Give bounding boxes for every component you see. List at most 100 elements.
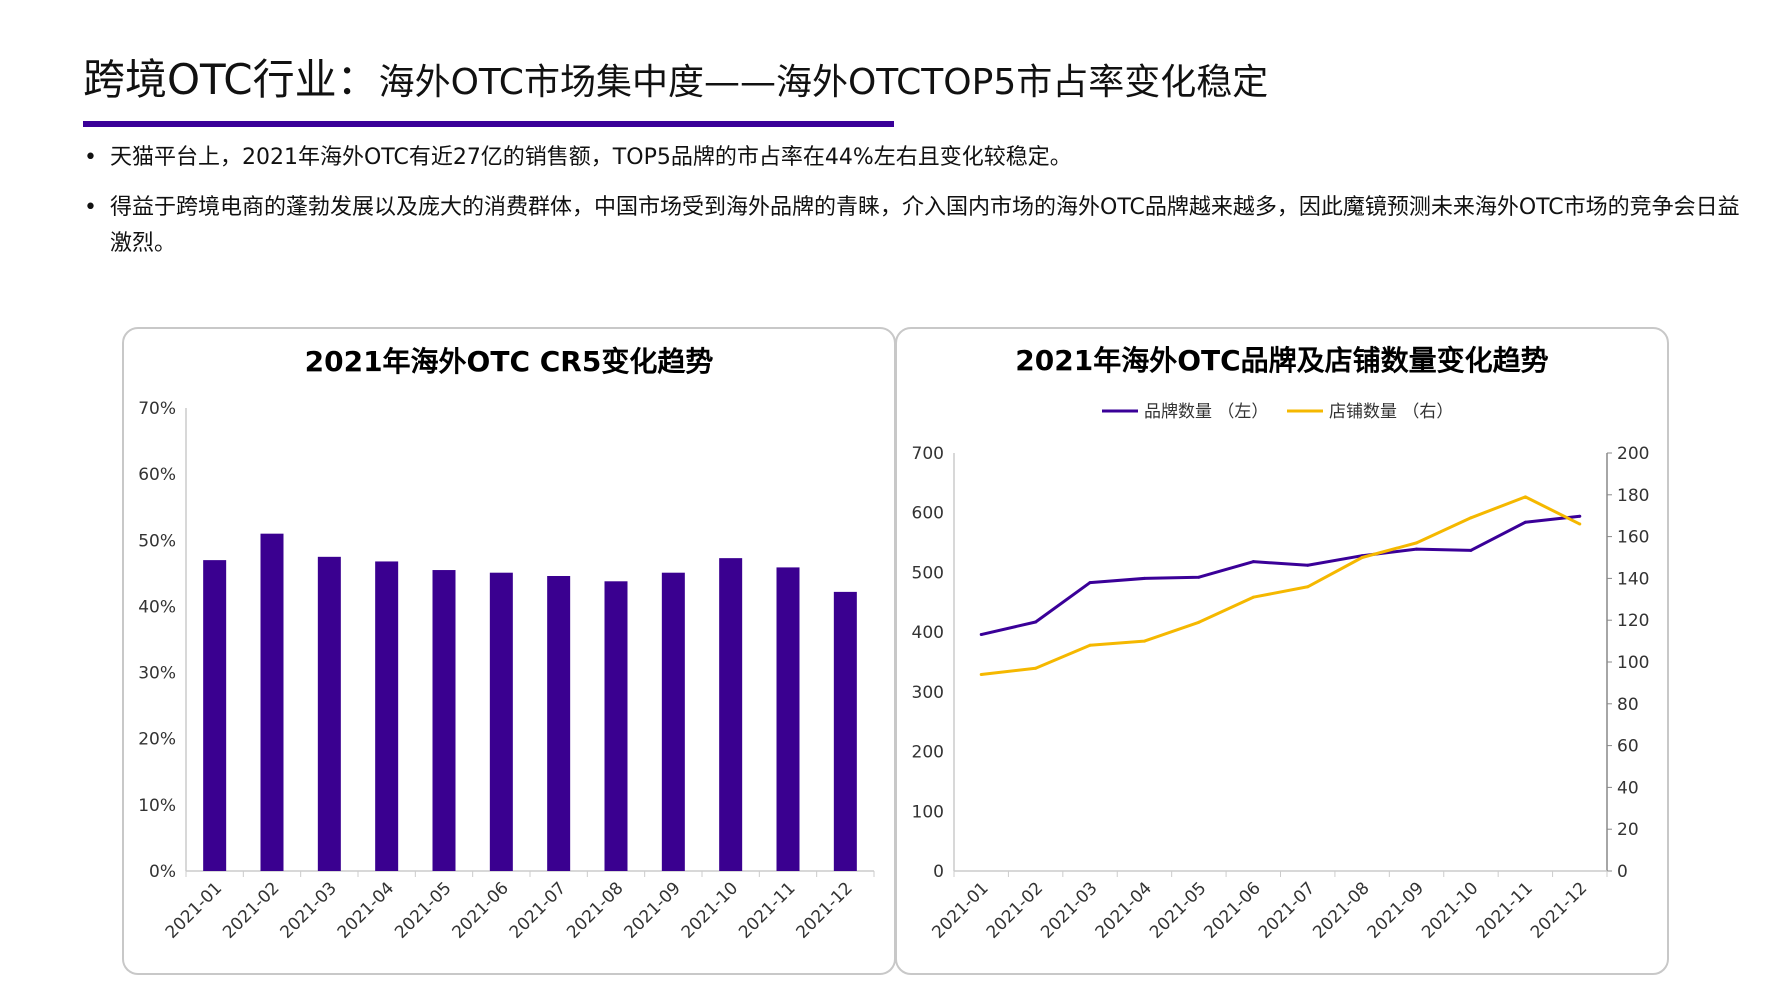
x-tick-label: 2021-07	[506, 878, 570, 942]
data-point	[1306, 585, 1310, 589]
y-tick-label: 40%	[138, 597, 176, 617]
bullet-text: 得益于跨境电商的蓬勃发展以及庞大的消费群体，中国市场受到海外品牌的青睐，介入国内…	[110, 195, 1740, 256]
data-point	[979, 673, 983, 677]
x-tick-label: 2021-11	[1473, 878, 1537, 942]
bullet-dot-icon: •	[84, 145, 97, 170]
series-line-store-count	[981, 495, 1581, 677]
bar-2021-12	[833, 591, 857, 871]
data-point	[1360, 556, 1364, 559]
bar-2021-11	[776, 567, 800, 871]
bar-2021-03	[317, 556, 341, 871]
data-point	[1578, 514, 1582, 518]
bar-2021-07	[547, 576, 571, 871]
x-tick-label: 2021-09	[1364, 878, 1428, 942]
title-main: 跨境OTC行业：	[83, 55, 379, 104]
title-underline	[83, 121, 894, 127]
x-tick-label: 2021-08	[563, 878, 627, 942]
x-tick-label: 2021-07	[1255, 878, 1319, 942]
x-tick-label: 2021-06	[1200, 878, 1264, 942]
x-tick-label: 2021-05	[391, 878, 455, 942]
bar-2021-04	[375, 561, 399, 871]
x-tick-label: 2021-03	[277, 878, 341, 942]
right-y-tick-label: 140	[1617, 569, 1649, 589]
right-y-tick-label: 100	[1617, 653, 1649, 673]
data-point	[1306, 563, 1310, 567]
data-point	[1251, 595, 1255, 599]
x-tick-label: 2021-09	[621, 878, 685, 942]
cr5-chart-panel: 2021年海外OTC CR5变化趋势 0% 10% 20% 30% 40% 50% 60% 7…	[122, 327, 896, 975]
right-y-tick-label: 120	[1617, 611, 1649, 631]
data-point	[1415, 547, 1419, 551]
left-y-tick-label: 600	[912, 504, 944, 524]
y-tick-label: 30%	[138, 664, 176, 684]
x-tick-label: 2021-11	[735, 878, 799, 942]
page-title: 跨境OTC行业：海外OTC市场集中度——海外OTCTOP5市占率变化稳定	[83, 46, 1268, 107]
left-y-tick-label: 300	[912, 683, 944, 703]
left-y-tick-label: 0	[933, 862, 944, 882]
left-y-tick-label: 400	[912, 623, 944, 643]
right-y-tick-label: 160	[1617, 528, 1649, 548]
x-tick-label: 2021-01	[162, 878, 226, 942]
x-tick-label: 2021-01	[928, 878, 992, 942]
bullet-item: • 得益于跨境电商的蓬勃发展以及庞大的消费群体，中国市场受到海外品牌的青睐，介入国…	[80, 190, 1740, 262]
bar-2021-01	[203, 560, 227, 871]
data-point	[1251, 560, 1255, 564]
brand-store-line-chart: 2021年海外OTC品牌及店铺数量变化趋势 010020030040050060…	[912, 344, 1650, 943]
right-y-tick-label: 80	[1617, 695, 1639, 715]
brand-store-chart-panel: 2021年海外OTC品牌及店铺数量变化趋势 0 100 200 300 400 500 60…	[895, 327, 1669, 975]
right-y-tick-label: 60	[1617, 737, 1639, 757]
x-tick-label: 2021-04	[334, 878, 398, 942]
x-tick-label: 2021-04	[1092, 878, 1156, 942]
left-y-tick-label: 200	[912, 743, 944, 763]
right-y-tick-label: 20	[1617, 820, 1639, 840]
chart-title: 2021年海外OTC CR5变化趋势	[305, 345, 714, 378]
data-point	[1415, 541, 1419, 545]
bar-2021-10	[719, 558, 743, 871]
y-tick-label: 50%	[138, 531, 176, 551]
bullet-item: • 天猫平台上，2021年海外OTC有近27亿的销售额，TOP5品牌的市占率在44…	[80, 140, 1740, 176]
y-tick-label: 10%	[138, 796, 176, 816]
left-y-tick-label: 700	[912, 444, 944, 464]
data-point	[1034, 666, 1038, 670]
x-tick-label: 2021-10	[678, 878, 742, 942]
data-point	[1469, 548, 1473, 552]
left-y-tick-label: 500	[912, 563, 944, 583]
data-point	[1088, 643, 1092, 647]
data-point	[1523, 495, 1527, 499]
bar-2021-02	[260, 533, 284, 871]
right-y-tick-label: 0	[1617, 862, 1628, 882]
y-tick-label: 60%	[138, 465, 176, 485]
x-tick-label: 2021-12	[1527, 878, 1591, 942]
x-tick-label: 2021-05	[1146, 878, 1210, 942]
x-tick-label: 2021-06	[449, 878, 513, 942]
chart-title: 2021年海外OTC品牌及店铺数量变化趋势	[1015, 344, 1548, 377]
right-y-tick-label: 180	[1617, 486, 1649, 506]
data-point	[1578, 522, 1582, 526]
data-point	[1197, 620, 1201, 624]
data-point	[1142, 639, 1146, 643]
y-tick-label: 0%	[149, 862, 176, 882]
data-point	[1523, 520, 1527, 524]
y-tick-label: 20%	[138, 730, 176, 750]
x-tick-label: 2021-12	[793, 878, 857, 942]
legend-label: 品牌数量 （左）	[1144, 402, 1268, 422]
bullet-text: 天猫平台上，2021年海外OTC有近27亿的销售额，TOP5品牌的市占率在44%…	[110, 145, 1072, 170]
bullet-dot-icon: •	[84, 195, 97, 220]
x-tick-label: 2021-03	[1037, 878, 1101, 942]
right-y-tick-label: 40	[1617, 778, 1639, 798]
data-point	[1088, 581, 1092, 585]
bar-2021-06	[489, 572, 513, 871]
data-point	[1034, 620, 1038, 624]
data-point	[1197, 575, 1201, 579]
bar-2021-09	[661, 572, 685, 871]
data-point	[1469, 516, 1473, 520]
right-y-tick-label: 200	[1617, 444, 1649, 464]
x-tick-label: 2021-10	[1418, 878, 1482, 942]
data-point	[979, 633, 983, 637]
legend-label: 店铺数量 （右）	[1329, 402, 1453, 422]
x-tick-label: 2021-08	[1309, 878, 1373, 942]
data-point	[1142, 576, 1146, 580]
x-tick-label: 2021-02	[219, 878, 283, 942]
y-tick-label: 70%	[138, 399, 176, 419]
series-line-brand-count	[980, 514, 1580, 636]
